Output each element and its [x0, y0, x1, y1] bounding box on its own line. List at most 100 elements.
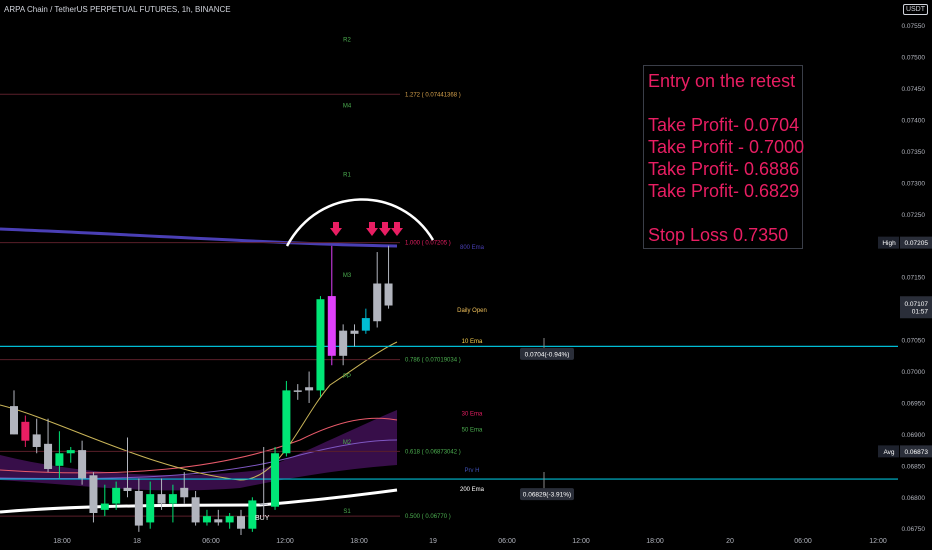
- pivot-label: M2: [343, 440, 352, 446]
- x-tick-label: 12:00: [572, 538, 590, 545]
- last-price-badge-box: [900, 296, 932, 319]
- candle-body: [361, 318, 370, 331]
- candle-body: [134, 490, 143, 526]
- note-tp-2: Take Profit - 0.7000: [648, 137, 805, 157]
- candle-body: [112, 487, 121, 504]
- x-tick-label: 18:00: [53, 538, 71, 545]
- candle-body: [10, 406, 18, 435]
- currency-badge[interactable]: USDT: [902, 4, 928, 15]
- x-tick-label: 06:00: [794, 538, 812, 545]
- y-tick-label: 0.07050: [902, 338, 926, 345]
- y-tick-label: 0.06850: [902, 463, 926, 470]
- note-entry: Entry on the retest: [648, 71, 796, 91]
- y-tick-label: 0.06950: [902, 400, 926, 407]
- note-tp-1: Take Profit- 0.0704: [648, 115, 800, 135]
- pivot-label: R1: [343, 173, 351, 179]
- fib-label: 0.500 ( 0.06770 ): [405, 514, 451, 520]
- candle-body: [146, 494, 155, 523]
- ema-label: 50 Ema: [462, 427, 483, 433]
- high-badge-label: High: [882, 240, 896, 247]
- y-tick-label: 0.07500: [902, 55, 926, 62]
- last-price-badge-value: 0.07107: [905, 301, 929, 308]
- ema-10-line: [0, 341, 398, 481]
- candle-body: [271, 453, 280, 507]
- candle-body: [191, 497, 200, 523]
- ema-cloud: [0, 410, 397, 491]
- high-badge-value: 0.07205: [905, 240, 929, 247]
- price-tag-box: [520, 488, 574, 501]
- y-tick-label: 0.06750: [902, 526, 926, 533]
- ema-label: 800 Ema: [460, 245, 485, 251]
- x-tick-label: 18:00: [646, 538, 664, 545]
- candle-body: [100, 503, 109, 510]
- candle-body: [21, 421, 30, 441]
- price-tag-label: 0.0704(-0.94%): [525, 351, 570, 358]
- fib-label: 1.272 ( 0.07441368 ): [405, 92, 461, 98]
- candle-body: [168, 494, 177, 504]
- candle-body: [55, 453, 64, 466]
- y-tick-label: 0.07250: [902, 212, 926, 219]
- candle-body: [305, 387, 314, 391]
- candle-body: [78, 450, 87, 479]
- candle-body: [327, 296, 336, 356]
- fib-label: 1.000 ( 0.07205 ): [405, 241, 451, 247]
- x-tick-label: 06:00: [498, 538, 516, 545]
- y-tick-label: 0.07450: [902, 86, 926, 93]
- pivot-label: S1: [343, 509, 351, 515]
- candle-body: [293, 390, 302, 392]
- pivot-label: M3: [343, 273, 352, 279]
- candle-body: [248, 500, 257, 529]
- price-tag-box: [520, 347, 574, 360]
- candle-body: [373, 283, 382, 322]
- candle-body: [225, 516, 234, 523]
- x-tick-label: 12:00: [869, 538, 887, 545]
- fib-label: 0.618 ( 0.06873042 ): [405, 449, 461, 455]
- rounding-top-arc: [285, 198, 435, 247]
- candle-body: [66, 450, 75, 454]
- candle-body: [237, 516, 245, 529]
- x-tick-label: 18:00: [350, 538, 368, 545]
- ema-label: 200 Ema: [460, 487, 485, 493]
- candle-body: [89, 475, 98, 513]
- avg-badge-value: 0.06873: [905, 449, 929, 456]
- pivot-label: PP: [343, 374, 351, 380]
- last-price-badge-extra: 01:57: [912, 308, 929, 315]
- y-tick-label: 0.07000: [902, 369, 926, 376]
- y-tick-label: 0.06900: [902, 432, 926, 439]
- high-badge-box: [900, 236, 932, 249]
- note-stop-loss: Stop Loss 0.7350: [648, 225, 789, 245]
- ema-200-line: [0, 488, 398, 514]
- chart-title: ARPA Chain / TetherUS PERPETUAL FUTURES,…: [4, 5, 231, 14]
- note-spacer-1: [648, 92, 798, 114]
- candle-body: [214, 519, 223, 523]
- candle-body: [339, 330, 348, 356]
- ema-label: Prv H: [465, 468, 480, 474]
- x-tick-label: 19: [429, 538, 437, 545]
- price-tag-label: 0.06829(-3.91%): [523, 492, 571, 499]
- y-tick-label: 0.07150: [902, 275, 926, 282]
- note-tp-3: Take Profit- 0.6886: [648, 159, 800, 179]
- candle-body: [316, 299, 325, 391]
- candle-body: [202, 516, 211, 523]
- candle-body: [32, 434, 41, 447]
- sell-arrow: [379, 222, 391, 236]
- trade-plan-note[interactable]: Entry on the retest Take Profit- 0.0704 …: [643, 65, 805, 249]
- sell-arrow: [366, 222, 378, 236]
- pivot-label: R2: [343, 37, 351, 43]
- avg-badge-label-box: [878, 445, 899, 458]
- candle-body: [350, 330, 359, 334]
- ema-label: 10 Ema: [462, 339, 483, 345]
- y-tick-label: 0.07400: [902, 118, 926, 125]
- ema-label: 30 Ema: [462, 412, 483, 418]
- x-tick-label: 18: [133, 538, 141, 545]
- x-tick-label: 06:00: [202, 538, 220, 545]
- candle-body: [259, 503, 268, 506]
- y-tick-label: 0.07350: [902, 149, 926, 156]
- candle-body: [157, 494, 166, 504]
- sell-arrow: [330, 222, 342, 236]
- ema-label: Daily Open: [457, 308, 487, 314]
- x-tick-label: 20: [726, 538, 734, 545]
- y-tick-label: 0.06800: [902, 495, 926, 502]
- avg-badge-label: Avg: [883, 449, 894, 456]
